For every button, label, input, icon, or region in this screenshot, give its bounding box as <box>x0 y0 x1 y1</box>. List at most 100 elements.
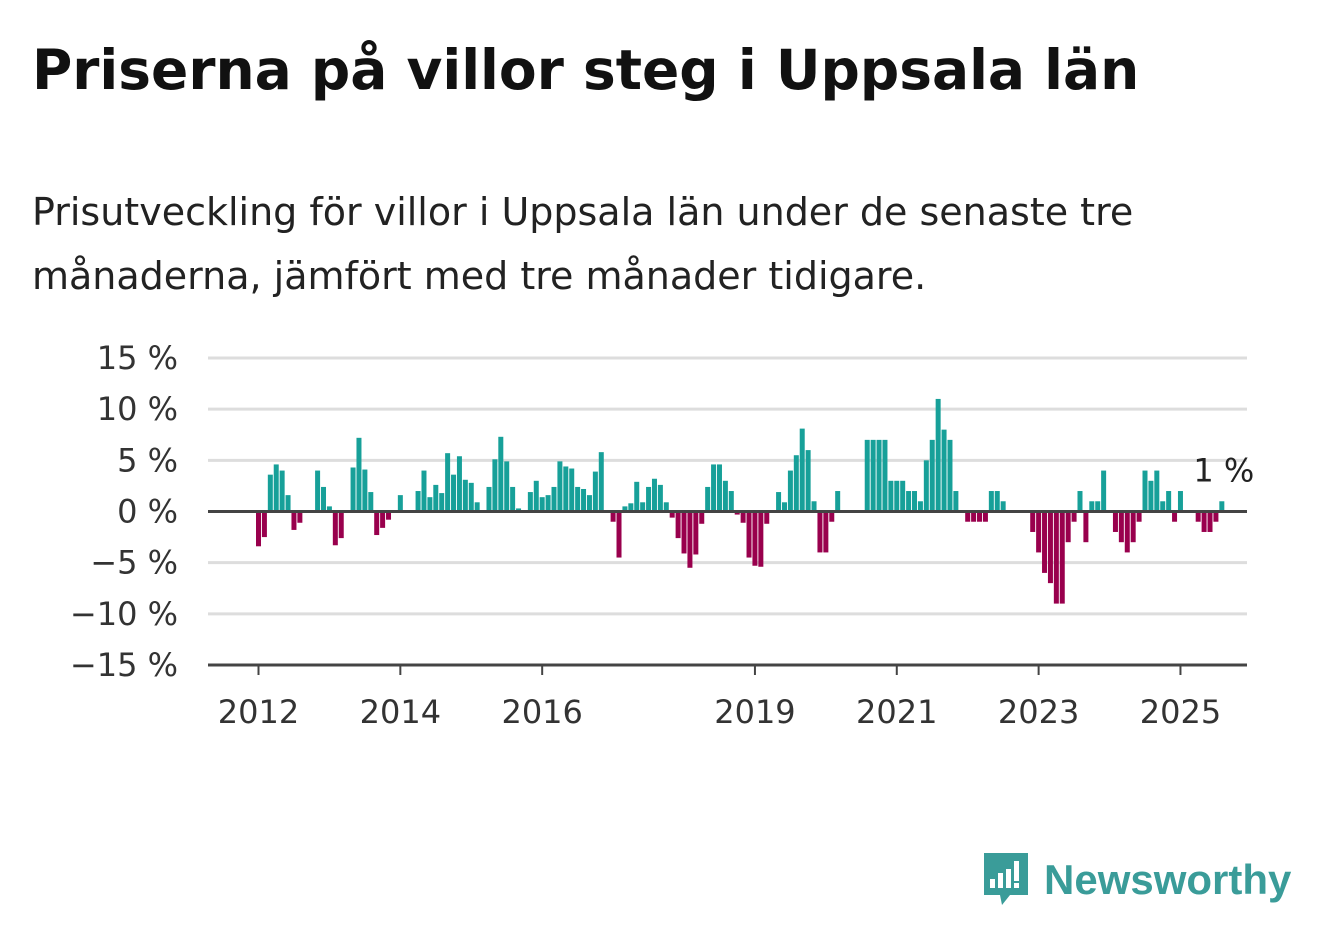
bar <box>592 471 598 512</box>
bar <box>805 450 811 512</box>
bar <box>646 486 652 512</box>
x-tick-label: 2023 <box>998 693 1079 731</box>
bar <box>551 486 557 512</box>
brand-logo: Newsworthy <box>980 848 1291 912</box>
bar <box>326 506 332 512</box>
bar <box>1166 491 1172 512</box>
bar <box>386 511 392 520</box>
last-value-label: 1 % <box>1193 451 1254 489</box>
bar <box>261 511 267 538</box>
bar <box>1000 501 1006 512</box>
bar <box>728 491 734 512</box>
x-tick-label: 2014 <box>360 693 441 731</box>
bar <box>1213 511 1219 522</box>
bar <box>350 467 356 512</box>
bar <box>1089 501 1095 512</box>
bar <box>758 511 764 567</box>
y-tick-label: 5 % <box>117 441 178 479</box>
bar <box>586 495 592 512</box>
bar <box>1136 511 1142 522</box>
bar <box>539 497 545 512</box>
bar <box>817 511 823 553</box>
bar <box>1130 511 1136 543</box>
bar <box>1059 511 1065 604</box>
bar <box>1148 480 1154 512</box>
bar <box>764 511 770 524</box>
newsworthy-logo-icon <box>984 853 1028 905</box>
bar <box>285 495 291 512</box>
bar <box>1077 491 1083 512</box>
y-tick-label: −10 % <box>70 595 178 633</box>
bar <box>557 461 563 512</box>
y-tick-label: −5 % <box>90 544 178 582</box>
bar <box>628 503 634 512</box>
bar <box>622 506 628 512</box>
bar <box>267 474 273 512</box>
bar <box>291 511 297 530</box>
bar <box>823 511 829 553</box>
bar <box>977 511 983 522</box>
bar <box>451 474 457 512</box>
bar <box>1154 470 1160 512</box>
y-tick-label: −15 % <box>70 646 178 684</box>
bar <box>811 501 817 512</box>
bar <box>1118 511 1124 543</box>
bar <box>799 428 805 512</box>
x-tick-label: 2019 <box>714 693 795 731</box>
bar <box>1047 511 1053 584</box>
bar <box>752 511 758 566</box>
bar <box>870 439 876 512</box>
bar <box>433 484 439 512</box>
bar <box>923 460 929 512</box>
bar <box>988 491 994 512</box>
bar <box>781 502 787 512</box>
bar <box>415 491 421 512</box>
bar <box>711 464 717 512</box>
bar <box>876 439 882 512</box>
bar <box>1195 511 1201 522</box>
bar <box>492 459 498 512</box>
bar <box>651 478 657 512</box>
bar <box>681 511 687 554</box>
bar <box>468 482 474 512</box>
bar <box>1071 511 1077 522</box>
bar <box>610 511 616 522</box>
bar <box>663 502 669 512</box>
y-axis-labels: 15 % 10 % 5 % 0 % −5 % −10 % −15 % <box>70 339 178 684</box>
bar <box>787 470 793 512</box>
bar <box>776 492 782 512</box>
bar <box>1172 511 1178 522</box>
bar <box>616 511 622 558</box>
bar <box>917 501 923 512</box>
bar <box>1201 511 1207 532</box>
bar <box>941 429 947 512</box>
bar <box>445 453 451 512</box>
bar <box>746 511 752 558</box>
x-tick-label: 2012 <box>218 693 299 731</box>
bar <box>888 480 894 512</box>
bar <box>1177 491 1183 512</box>
y-tick-label: 0 % <box>117 493 178 531</box>
bar <box>1207 511 1213 532</box>
bar <box>462 479 468 512</box>
bar <box>527 492 533 512</box>
bar <box>1065 511 1071 543</box>
bar <box>504 461 510 512</box>
bar <box>332 511 338 546</box>
brand-name: Newsworthy <box>1044 856 1292 903</box>
bar <box>1219 501 1225 512</box>
bar <box>297 511 303 523</box>
bar <box>1124 511 1130 553</box>
bar <box>640 502 646 512</box>
bar <box>882 439 888 512</box>
bar <box>486 486 492 512</box>
bars <box>256 398 1225 604</box>
bar <box>456 456 462 512</box>
bar <box>687 511 693 568</box>
bar <box>516 508 522 512</box>
bar <box>1053 511 1059 604</box>
bar <box>734 511 740 515</box>
bar <box>929 439 935 512</box>
bar <box>634 481 640 512</box>
bar <box>545 495 551 512</box>
